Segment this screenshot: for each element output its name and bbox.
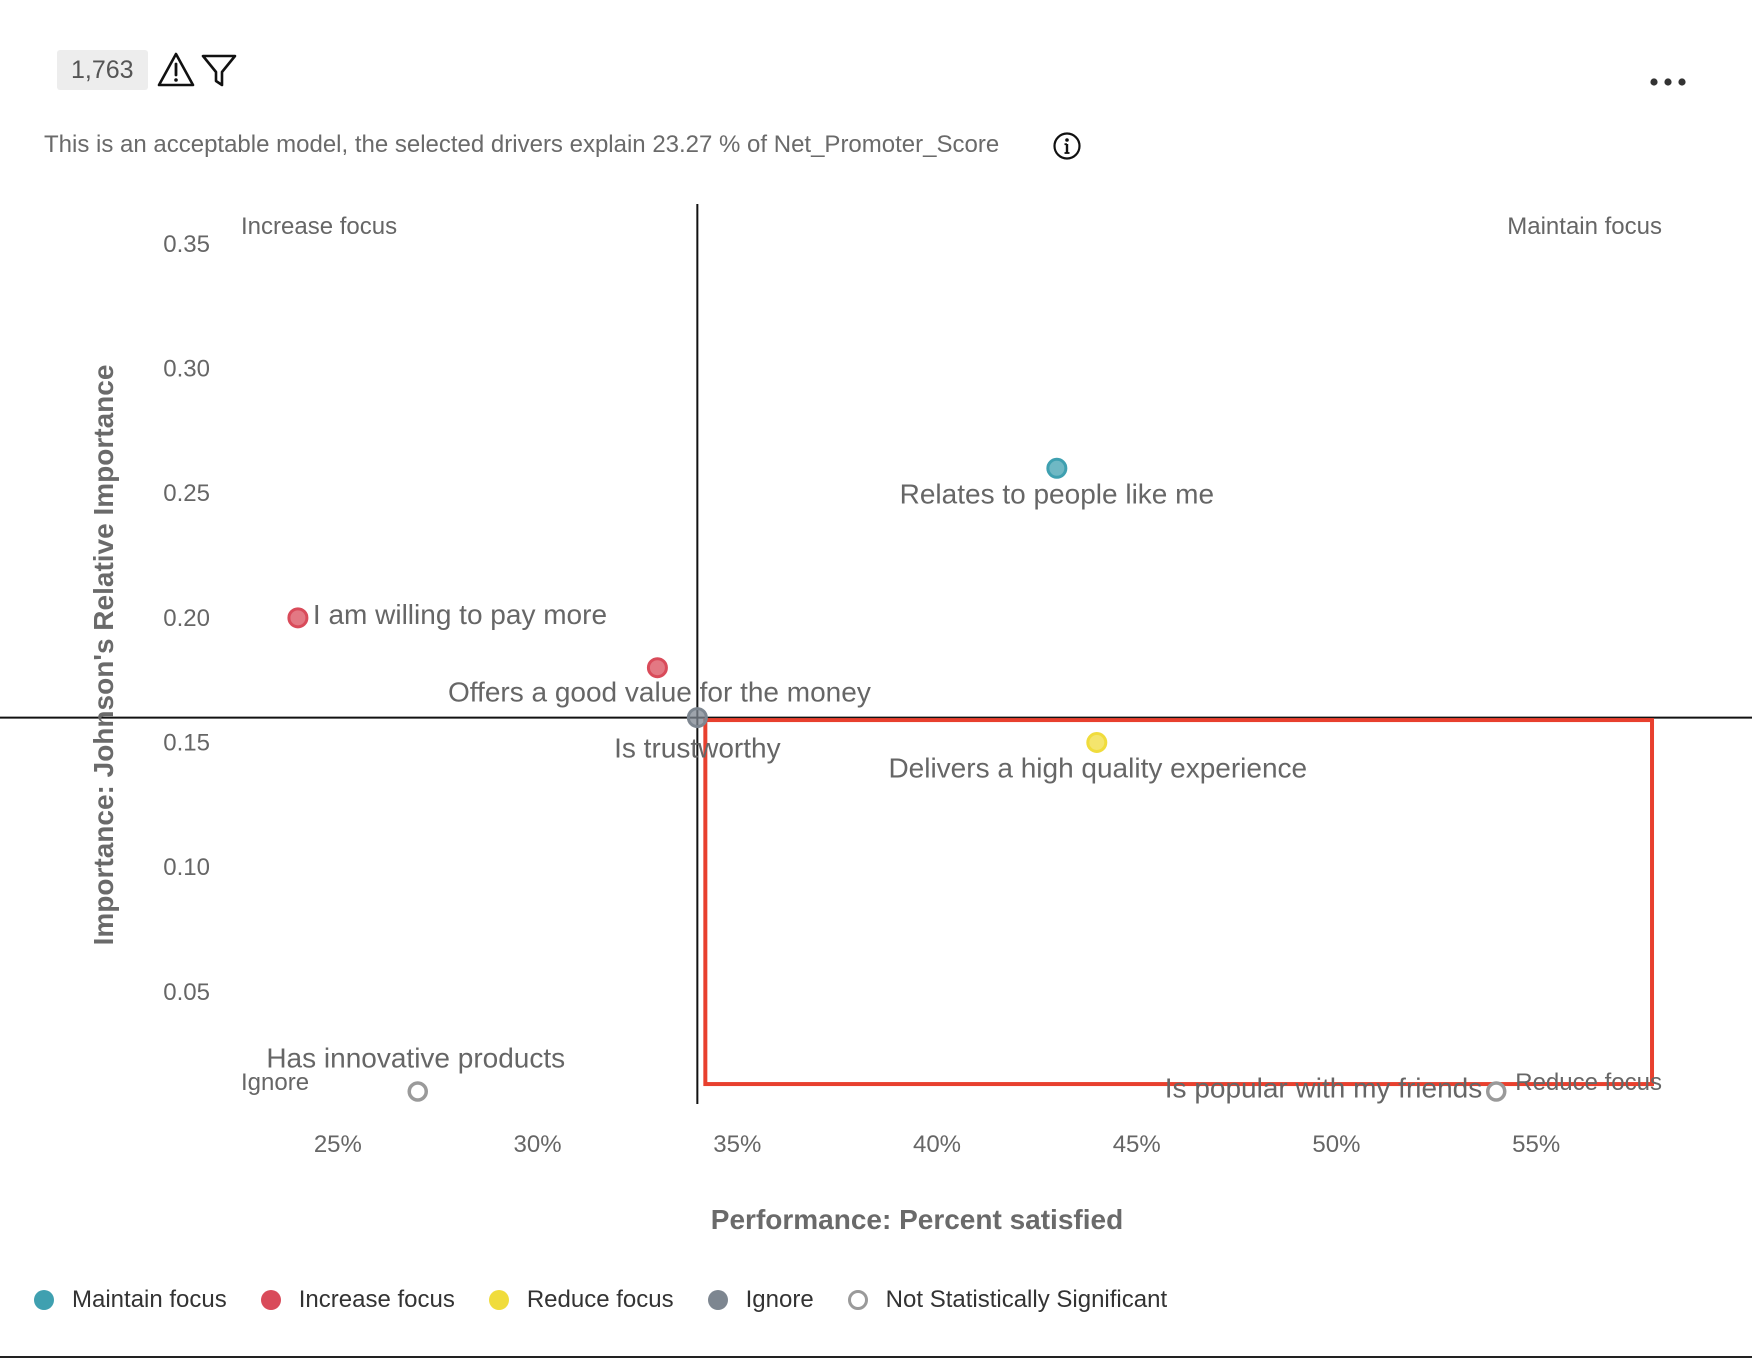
- quadrant-label-top-left: Increase focus: [241, 213, 397, 240]
- quadrant-labels: Increase focus Maintain focus Ignore Red…: [241, 213, 1662, 1096]
- data-point-group: Relates to people like me: [900, 457, 1214, 509]
- data-point-label: I am willing to pay more: [313, 599, 607, 630]
- more-dot-icon: [1650, 78, 1658, 86]
- more-dot-icon: [1664, 78, 1672, 86]
- legend-item[interactable]: Maintain focus: [34, 1286, 227, 1314]
- hollow-circle-icon: [847, 1290, 868, 1310]
- legend-label: Ignore: [745, 1286, 814, 1313]
- legend-item[interactable]: Ignore: [707, 1286, 814, 1314]
- legend-label: Maintain focus: [72, 1286, 227, 1313]
- quadrant-dividers: [0, 204, 1752, 1104]
- y-tick-label: 0.20: [163, 605, 210, 632]
- x-tick-label: 35%: [713, 1131, 761, 1158]
- driver-scatter-chart: 0.35 0.30 0.25 0.20 0.15 0.10 0.05 25% 30% 35% 40…: [0, 204, 1752, 1235]
- x-tick-label: 55%: [1512, 1131, 1560, 1158]
- model-summary-text: This is an acceptable model, the selecte…: [44, 131, 1000, 158]
- chart-legend: Maintain focus Increase focus Reduce focus…: [34, 1283, 1201, 1317]
- filled-circle-icon: [260, 1290, 281, 1310]
- data-point[interactable]: [686, 707, 708, 729]
- y-axis-title: Importance: Johnson's Relative Importanc…: [88, 365, 119, 946]
- data-point[interactable]: [287, 607, 309, 629]
- filled-circle-icon: [707, 1290, 728, 1310]
- y-tick-label: 0.15: [163, 730, 210, 757]
- more-dot-icon: [1678, 78, 1686, 86]
- data-point-group: Offers a good value for the money: [448, 657, 871, 708]
- more-options-button[interactable]: [1648, 70, 1688, 94]
- data-point-group: Delivers a high quality experience: [888, 732, 1307, 784]
- data-point-label: Has innovative products: [266, 1043, 565, 1074]
- data-points: Relates to people like me I am willing to…: [266, 457, 1507, 1104]
- legend-item[interactable]: Increase focus: [260, 1286, 455, 1314]
- x-tick-label: 25%: [314, 1131, 362, 1158]
- data-point-group: I am willing to pay more: [287, 599, 607, 630]
- data-point-label: Relates to people like me: [900, 478, 1214, 509]
- highlight-box: [703, 718, 1655, 1087]
- data-point[interactable]: [1485, 1081, 1507, 1102]
- data-point-label: Is trustworthy: [614, 733, 780, 764]
- quadrant-label-top-right: Maintain focus: [1507, 213, 1662, 240]
- warning-triangle-icon[interactable]: [156, 50, 196, 90]
- data-point-group: Is popular with my friends: [1165, 1073, 1507, 1104]
- legend-label: Increase focus: [298, 1286, 455, 1313]
- quadrant-label-bottom-left: Ignore: [241, 1069, 309, 1096]
- x-tick-label: 50%: [1312, 1131, 1360, 1158]
- legend-item[interactable]: Not Statistically Significant: [847, 1286, 1168, 1314]
- widget-header: 1,763: [0, 0, 1752, 120]
- data-point[interactable]: [646, 657, 668, 679]
- x-axis-title: Performance: Percent satisfied: [711, 1204, 1123, 1235]
- y-tick-label: 0.05: [163, 979, 210, 1006]
- data-point[interactable]: [1086, 732, 1108, 754]
- data-point-label: Delivers a high quality experience: [888, 753, 1307, 784]
- data-point-label: Is popular with my friends: [1165, 1073, 1482, 1104]
- data-point-group: Has innovative products: [266, 1043, 565, 1102]
- y-axis-ticks: 0.35 0.30 0.25 0.20 0.15 0.10 0.05: [163, 231, 210, 1006]
- filled-circle-icon: [34, 1290, 54, 1310]
- legend-label: Not Statistically Significant: [885, 1286, 1168, 1313]
- y-tick-label: 0.10: [163, 854, 210, 881]
- filter-funnel-icon[interactable]: [200, 50, 238, 90]
- y-tick-label: 0.25: [163, 480, 210, 507]
- filled-circle-icon: [488, 1290, 509, 1310]
- y-tick-label: 0.35: [163, 231, 210, 258]
- legend-item[interactable]: Reduce focus: [488, 1286, 674, 1314]
- data-point[interactable]: [407, 1081, 428, 1102]
- data-point-group: Is trustworthy: [614, 707, 781, 764]
- response-count-badge: 1,763: [57, 50, 148, 90]
- bottom-divider: [0, 1356, 1752, 1358]
- info-circle-icon[interactable]: [1052, 131, 1082, 161]
- x-tick-label: 30%: [514, 1131, 562, 1158]
- y-tick-label: 0.30: [163, 356, 210, 383]
- quadrant-label-bottom-right: Reduce focus: [1515, 1069, 1662, 1096]
- x-axis-ticks: 25% 30% 35% 40% 45% 50% 55%: [314, 1131, 1560, 1158]
- legend-label: Reduce focus: [526, 1286, 674, 1313]
- data-point-label: Offers a good value for the money: [448, 677, 871, 708]
- data-point[interactable]: [1046, 457, 1068, 479]
- x-tick-label: 40%: [913, 1131, 961, 1158]
- x-tick-label: 45%: [1113, 1131, 1161, 1158]
- highlight-layer: [703, 718, 1655, 1087]
